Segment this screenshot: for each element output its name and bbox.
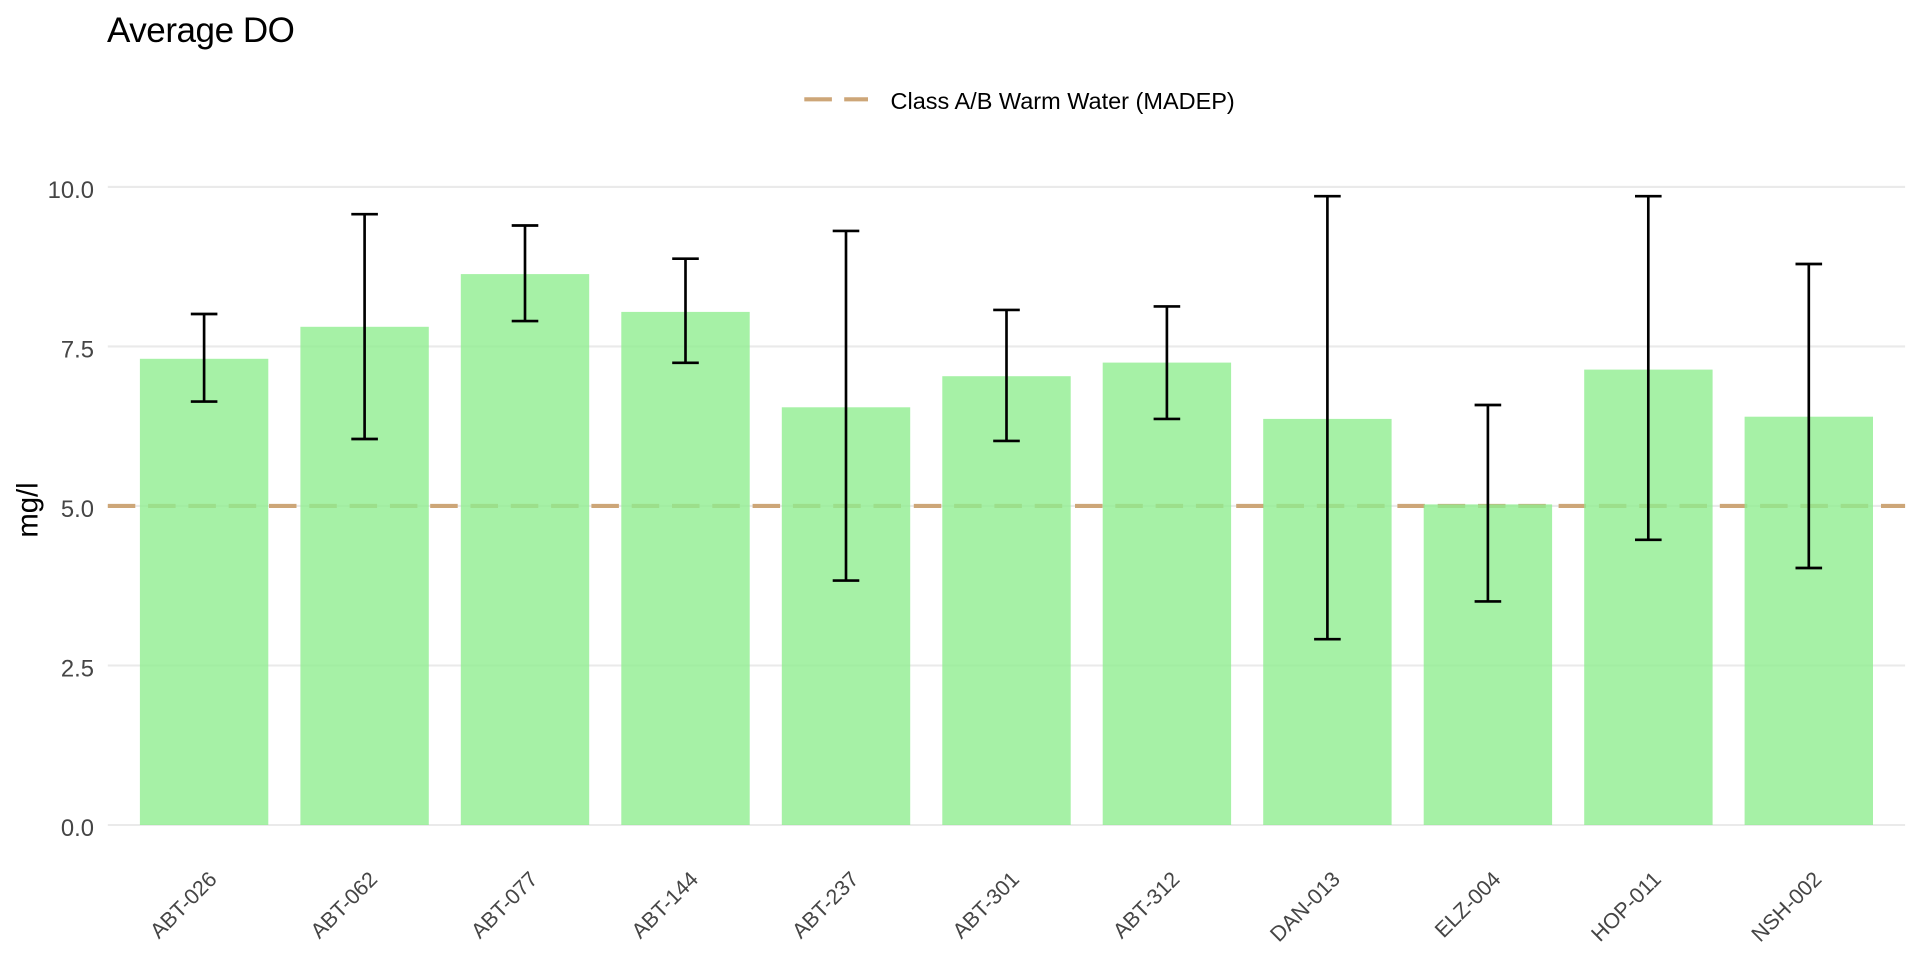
svg-text:Class A/B Warm Water (MADEP): Class A/B Warm Water (MADEP): [891, 88, 1235, 114]
svg-text:0.0: 0.0: [61, 815, 94, 842]
svg-text:2.5: 2.5: [61, 656, 94, 683]
svg-text:7.5: 7.5: [61, 337, 94, 364]
svg-text:10.0: 10.0: [48, 177, 94, 204]
svg-text:5.0: 5.0: [61, 496, 94, 523]
svg-text:mg/l: mg/l: [12, 482, 45, 537]
svg-text:Average DO: Average DO: [107, 11, 294, 50]
